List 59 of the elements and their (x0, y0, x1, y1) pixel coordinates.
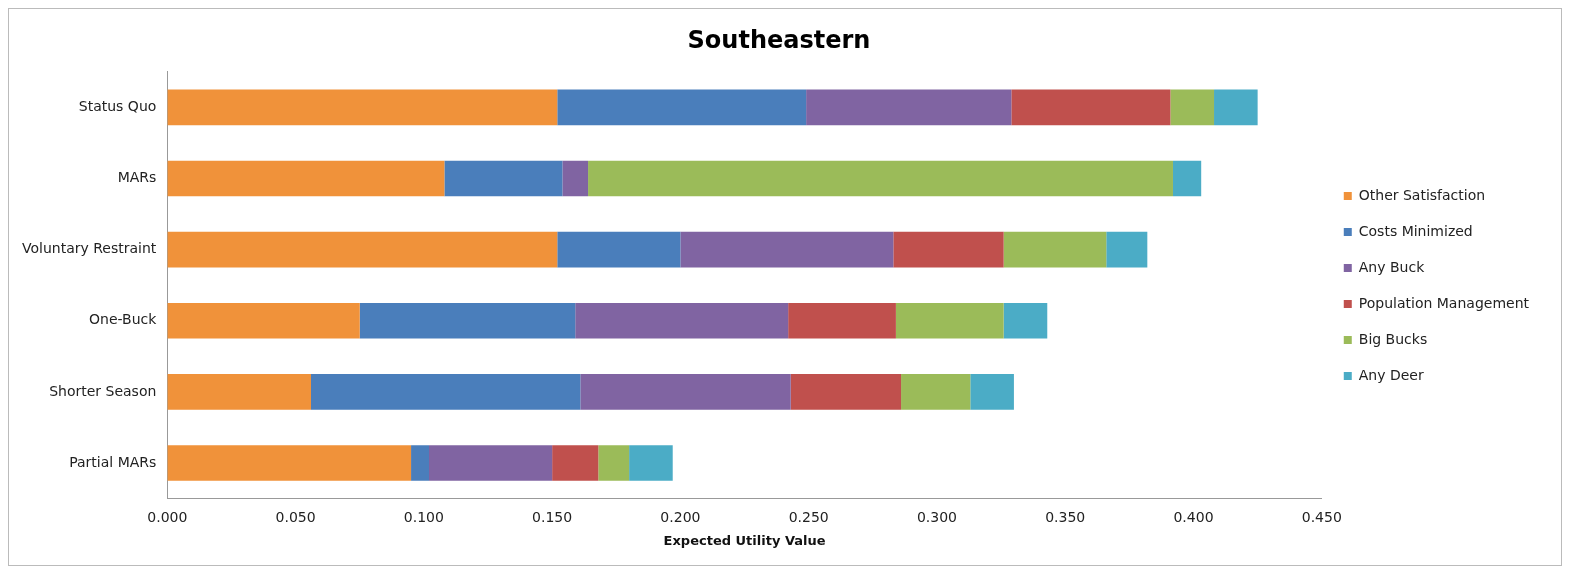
bar (1172, 160, 1202, 197)
bar (575, 302, 789, 339)
x-tick-label: 0.000 (147, 508, 188, 525)
bar (893, 231, 1004, 268)
bar (1011, 89, 1171, 126)
x-axis-title: Expected Utility Value (663, 532, 826, 548)
y-tick-label: Partial MARs (69, 453, 157, 470)
bar (1003, 231, 1107, 268)
bar (629, 445, 673, 481)
y-tick-label: MARs (117, 169, 157, 186)
legend-label: Other Satisfaction (1358, 186, 1486, 203)
chart-title: Southeastern (687, 25, 871, 54)
bar (1214, 89, 1258, 126)
x-tick-label: 0.050 (275, 508, 316, 525)
x-tick-label: 0.250 (788, 508, 829, 525)
legend-label: Costs Minimized (1358, 222, 1473, 239)
x-tick-label: 0.150 (532, 508, 573, 525)
bar (562, 160, 589, 197)
bar (1106, 231, 1148, 268)
bar (167, 374, 311, 410)
bar (311, 374, 581, 410)
bar (970, 374, 1014, 410)
bar (411, 445, 430, 481)
x-tick-label: 0.100 (403, 508, 444, 525)
bar (895, 302, 1004, 339)
x-tick-label: 0.350 (1045, 508, 1086, 525)
bar (598, 445, 630, 481)
bar (557, 89, 807, 126)
bar (1003, 302, 1048, 339)
bar (680, 231, 894, 268)
bar (588, 160, 1173, 197)
bar (901, 374, 971, 410)
bar (580, 374, 791, 410)
bar (1170, 89, 1215, 126)
x-tick-label: 0.450 (1301, 508, 1342, 525)
legend-label: Population Management (1358, 294, 1530, 311)
y-tick-label: Shorter Season (49, 382, 157, 399)
bar (552, 445, 599, 481)
bar (444, 160, 563, 197)
bar (167, 89, 558, 126)
bar (806, 89, 1012, 126)
bar (429, 445, 553, 481)
bar (167, 445, 412, 481)
legend-label: Any Deer (1358, 366, 1424, 383)
y-tick-label: Voluntary Restraint (21, 240, 157, 257)
bar (790, 374, 902, 410)
bar (167, 231, 558, 268)
x-tick-label: 0.200 (660, 508, 701, 525)
x-tick-label: 0.400 (1173, 508, 1214, 525)
x-tick-label: 0.300 (916, 508, 958, 525)
legend-label: Any Buck (1358, 258, 1426, 275)
legend-label: Big Bucks (1358, 330, 1428, 347)
bar (167, 302, 360, 339)
y-tick-label: One-Buck (88, 311, 158, 328)
y-tick-label: Status Quo (78, 98, 157, 115)
bar (557, 231, 681, 268)
bar (167, 160, 445, 197)
bar (359, 302, 576, 339)
bar (788, 302, 896, 339)
